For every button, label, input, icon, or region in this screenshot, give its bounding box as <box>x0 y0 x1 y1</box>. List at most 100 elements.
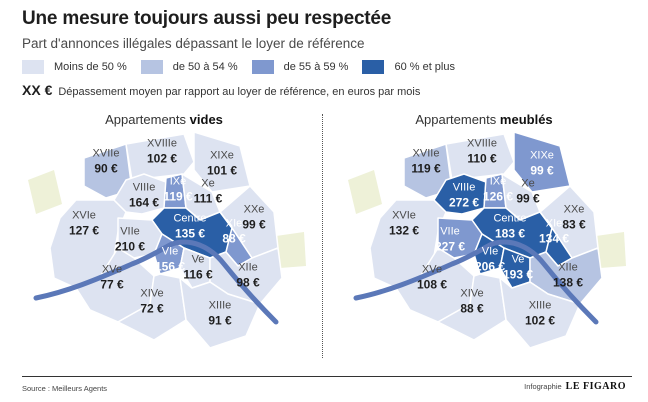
district-name: VIe <box>481 245 499 258</box>
value-note-text: Dépassement moyen par rapport au loyer d… <box>58 86 421 98</box>
page-subtitle: Part d'annonces illégales dépassant le l… <box>22 36 365 51</box>
district-label-x: Xe 99 € <box>516 178 539 207</box>
district-value: 206 € <box>474 259 506 274</box>
district-label-vii: VIIe 227 € <box>435 226 465 255</box>
district-name: XXe <box>563 203 585 216</box>
district-xiv <box>117 273 187 341</box>
map-vides: Appartements vides XVIIe 90 € XVIIIe 102 € X… <box>14 108 314 358</box>
district-name: VIIe <box>440 225 460 238</box>
district-label-xi: XIe 134 € <box>539 218 569 247</box>
map-title-bold: vides <box>189 112 223 127</box>
map-divider <box>322 114 323 358</box>
district-name: XIe <box>225 217 243 230</box>
map-title-plain: Appartements <box>415 112 497 127</box>
district-label-xviii: XVIIIe 110 € <box>467 138 497 167</box>
paris-map-svg <box>28 131 306 349</box>
district-value: 110 € <box>467 151 497 166</box>
district-value: 101 € <box>206 163 238 178</box>
district-name: Centre <box>173 212 207 225</box>
district-name: XIVe <box>140 287 164 300</box>
district-value: 102 € <box>524 313 556 328</box>
district-name: XVe <box>421 263 443 276</box>
legend-item-low: Moins de 50 % <box>22 60 127 74</box>
district-label-xvi: XVIe 132 € <box>389 210 419 239</box>
legend-item-mid-low: de 50 à 54 % <box>140 60 238 74</box>
seine-river <box>33 239 279 325</box>
district-name: IXe <box>489 175 507 188</box>
map-meubles: Appartements meublés XVIIe 119 € XVIIIe 110… <box>334 108 634 358</box>
legend-item-mid-high: de 55 à 59 % <box>251 60 348 74</box>
bois-de-boulogne <box>28 170 62 214</box>
district-value: 77 € <box>100 277 124 292</box>
value-note: XX € Dépassement moyen par rapport au lo… <box>22 82 420 98</box>
district-label-x: Xe 111 € <box>194 178 223 207</box>
district-label-xvii: XVIIe 119 € <box>411 148 440 177</box>
district-label-xx: XXe 83 € <box>562 204 585 233</box>
district-value: 193 € <box>502 267 534 282</box>
district-value: 91 € <box>208 313 232 328</box>
district-label-v: Ve 116 € <box>183 254 212 283</box>
district-name: XIIIe <box>528 299 552 312</box>
district-name: XIVe <box>460 287 484 300</box>
district-viii <box>113 173 167 215</box>
district-name: XVIe <box>72 209 96 222</box>
district-label-xix: XIXe 101 € <box>207 150 237 179</box>
legend-swatch <box>251 60 274 74</box>
district-name: XVIIIe <box>147 137 177 150</box>
district-value: 72 € <box>140 301 164 316</box>
district-name: Ve <box>191 253 205 266</box>
district-name: XIIe <box>558 261 578 274</box>
district-label-xiv: XIVe 88 € <box>460 288 483 317</box>
district-value: 272 € <box>448 195 480 210</box>
district-name: VIIe <box>120 225 140 238</box>
district-label-xii: XIIe 138 € <box>553 262 583 291</box>
district-value: 126 € <box>482 189 514 204</box>
district-xiv <box>437 273 507 341</box>
paris-map-svg <box>348 131 626 349</box>
district-name: Xe <box>201 177 215 190</box>
map-title-bold: meublés <box>499 112 553 127</box>
brand-logo: LE FIGARO <box>565 381 626 392</box>
district-label-viii: VIIIe 164 € <box>129 182 159 211</box>
district-value: 83 € <box>562 217 586 232</box>
footer-rule <box>22 376 632 377</box>
district-name: XVIIe <box>92 147 120 160</box>
district-value: 108 € <box>416 277 448 292</box>
value-note-symbol: XX € <box>22 82 53 98</box>
district-label-vi: VIe 156 € <box>155 246 185 275</box>
district-value: 210 € <box>114 239 146 254</box>
district-name: XVIIIe <box>467 137 497 150</box>
legend-label: de 50 à 54 % <box>172 61 238 73</box>
legend-swatch <box>140 60 163 74</box>
district-label-xiii: XIIIe 102 € <box>525 300 555 329</box>
district-label-xviii: XVIIIe 102 € <box>147 138 177 167</box>
district-value: 119 € <box>163 189 193 204</box>
district-name: XVIe <box>392 209 416 222</box>
district-value: 116 € <box>183 267 213 282</box>
district-name: IXe <box>169 175 187 188</box>
legend-item-high: 60 % et plus <box>362 60 455 74</box>
district-value: 127 € <box>68 223 100 238</box>
district-label-centre: Centre 135 € <box>173 213 206 242</box>
district-xix <box>193 131 251 193</box>
district-label-xii: XIIe 98 € <box>236 262 259 291</box>
district-value: 90 € <box>94 161 118 176</box>
credit-label: Infographie <box>524 382 562 391</box>
district-label-xi: XIe 88 € <box>222 218 245 247</box>
district-name: XIIe <box>238 261 258 274</box>
district-label-ix: IXe 119 € <box>163 176 192 205</box>
district-name: XXe <box>243 203 265 216</box>
district-xviii <box>125 133 195 181</box>
district-label-xvi: XVIe 127 € <box>69 210 99 239</box>
legend-swatch <box>22 60 44 74</box>
district-name: Xe <box>521 177 535 190</box>
district-value: 164 € <box>128 195 160 210</box>
legend-swatch <box>362 60 385 74</box>
district-name: VIIIe <box>132 181 156 194</box>
district-label-xx: XXe 99 € <box>242 204 265 233</box>
bois-de-vincennes <box>276 232 306 268</box>
map-title-plain: Appartements <box>105 112 187 127</box>
bois-de-vincennes <box>596 232 626 268</box>
district-label-xvii: XVIIe 90 € <box>93 148 120 177</box>
district-value: 119 € <box>411 161 441 176</box>
